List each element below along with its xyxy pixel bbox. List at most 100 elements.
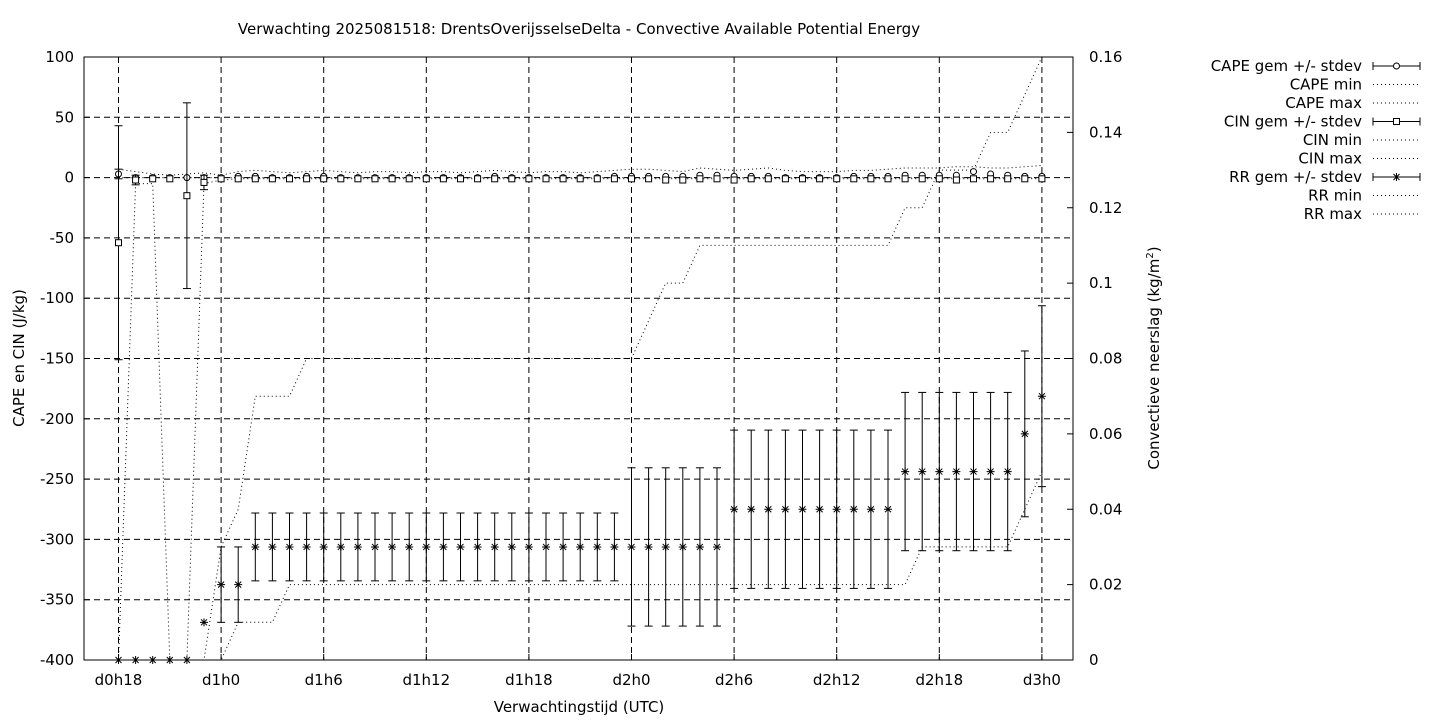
y2-tick-label: 0 bbox=[1089, 651, 1099, 669]
point-rr-gem-stdev bbox=[935, 467, 944, 476]
point-rr-gem-stdev bbox=[901, 467, 910, 476]
series-rr-max-line bbox=[118, 56, 1043, 661]
point-cin-gem-stdev bbox=[166, 175, 174, 183]
point-cin-gem-stdev bbox=[183, 192, 191, 200]
point-cin-gem-stdev bbox=[764, 175, 772, 183]
point-cin-gem-stdev bbox=[303, 175, 311, 183]
y2-axis-label-end: ) bbox=[1145, 246, 1163, 252]
y-tick-label: 100 bbox=[45, 48, 74, 66]
point-cin-gem-stdev bbox=[593, 175, 601, 183]
point-rr-gem-stdev bbox=[182, 656, 191, 664]
point-rr-gem-stdev bbox=[713, 542, 721, 551]
point-cin-gem-stdev bbox=[525, 175, 533, 183]
point-rr-gem-stdev bbox=[969, 467, 978, 476]
point-rr-gem-stdev bbox=[627, 542, 636, 551]
point-cin-gem-stdev bbox=[918, 175, 926, 183]
point-cin-gem-stdev bbox=[474, 175, 482, 183]
point-rr-gem-stdev bbox=[285, 542, 294, 551]
legend-label-cin-gem-stdev: CIN gem +/- stdev bbox=[1224, 113, 1362, 131]
point-rr-gem-stdev bbox=[1037, 392, 1046, 401]
x-axis-label: Verwachtingstijd (UTC) bbox=[494, 698, 665, 716]
point-cin-gem-stdev bbox=[610, 175, 618, 183]
point-rr-gem-stdev bbox=[832, 505, 841, 514]
x-tick-label: d1h6 bbox=[305, 671, 343, 689]
legend-label-cin-max: CIN max bbox=[1298, 150, 1362, 168]
point-cin-gem-stdev bbox=[234, 175, 242, 183]
point-rr-gem-stdev bbox=[456, 542, 465, 551]
legend-marker-cin-gem-stdev bbox=[1393, 118, 1400, 125]
point-cin-gem-stdev bbox=[1021, 175, 1029, 183]
point-rr-gem-stdev bbox=[490, 542, 499, 551]
y2-axis-label: Convectieve neerslag (kg/m2) bbox=[1145, 246, 1163, 469]
point-rr-gem-stdev bbox=[918, 467, 927, 476]
point-rr-gem-stdev bbox=[1020, 429, 1029, 438]
point-rr-gem-stdev bbox=[473, 542, 482, 551]
y-tick-label: -150 bbox=[40, 350, 74, 368]
point-rr-gem-stdev bbox=[388, 542, 397, 551]
point-cin-gem-stdev bbox=[662, 176, 670, 184]
point-cin-gem-stdev bbox=[576, 175, 584, 183]
y-tick-label: -50 bbox=[50, 229, 75, 247]
point-rr-gem-stdev bbox=[610, 542, 619, 551]
grid bbox=[84, 57, 1073, 660]
point-cin-gem-stdev bbox=[730, 176, 738, 184]
point-cin-gem-stdev bbox=[371, 175, 379, 183]
point-cin-gem-stdev bbox=[286, 175, 293, 183]
x-tick-label: d2h0 bbox=[612, 671, 650, 689]
point-cin-gem-stdev bbox=[200, 178, 208, 186]
point-cin-gem-stdev bbox=[422, 175, 430, 183]
point-cin-gem-stdev bbox=[901, 175, 909, 183]
x-tick-label: d0h18 bbox=[95, 671, 143, 689]
y-tick-label: -200 bbox=[40, 410, 74, 428]
point-cin-gem-stdev bbox=[952, 176, 960, 184]
legend-marker-cape-gem-stdev bbox=[1393, 62, 1400, 70]
point-rr-gem-stdev bbox=[695, 542, 704, 551]
point-cin-gem-stdev bbox=[1038, 175, 1046, 183]
point-cin-gem-stdev bbox=[884, 175, 892, 183]
y2-axis-label-sup: 2 bbox=[1145, 252, 1156, 258]
point-rr-gem-stdev bbox=[200, 618, 208, 627]
point-cin-gem-stdev bbox=[935, 175, 943, 183]
point-rr-gem-stdev bbox=[165, 656, 174, 664]
chart-title: Verwachting 2025081518: DrentsOverijssel… bbox=[238, 20, 920, 38]
x-tick-label: d2h12 bbox=[813, 671, 861, 689]
point-rr-gem-stdev bbox=[524, 542, 533, 551]
legend-label-rr-gem-stdev: RR gem +/- stdev bbox=[1229, 168, 1362, 186]
point-cin-gem-stdev bbox=[337, 175, 345, 183]
y2-tick-label: 0.04 bbox=[1089, 500, 1122, 518]
point-rr-gem-stdev bbox=[678, 542, 687, 551]
y-tick-label: -100 bbox=[40, 289, 74, 307]
point-rr-gem-stdev bbox=[251, 542, 260, 551]
point-cin-gem-stdev bbox=[1004, 175, 1012, 183]
point-rr-gem-stdev bbox=[319, 542, 328, 551]
point-cin-gem-stdev bbox=[354, 175, 362, 183]
point-rr-gem-stdev bbox=[747, 505, 756, 514]
y2-tick-label: 0.08 bbox=[1089, 350, 1122, 368]
x-tick-label: d1h0 bbox=[202, 671, 240, 689]
point-cin-gem-stdev bbox=[439, 175, 447, 183]
point-cin-gem-stdev bbox=[268, 175, 276, 183]
point-rr-gem-stdev bbox=[439, 542, 448, 551]
legend-label-cape-min: CAPE min bbox=[1290, 76, 1362, 94]
point-cin-gem-stdev bbox=[747, 175, 755, 183]
point-cin-gem-stdev bbox=[115, 239, 122, 247]
point-rr-gem-stdev bbox=[371, 542, 379, 551]
point-rr-gem-stdev bbox=[798, 505, 807, 514]
point-cin-gem-stdev bbox=[713, 175, 721, 183]
point-cin-gem-stdev bbox=[696, 175, 704, 183]
point-rr-gem-stdev bbox=[815, 505, 824, 514]
point-cin-gem-stdev bbox=[388, 175, 396, 183]
series-cape-max-line bbox=[118, 165, 1042, 176]
y2-tick-label: 0.02 bbox=[1089, 576, 1122, 594]
point-rr-gem-stdev bbox=[661, 542, 670, 551]
point-cin-gem-stdev bbox=[217, 175, 225, 183]
point-rr-gem-stdev bbox=[268, 542, 277, 551]
point-cin-gem-stdev bbox=[645, 175, 653, 183]
point-rr-gem-stdev bbox=[764, 505, 773, 514]
point-rr-gem-stdev bbox=[507, 542, 516, 551]
series-marks bbox=[114, 102, 1046, 664]
y-tick-label: -250 bbox=[40, 470, 74, 488]
x-tick-label: d3h0 bbox=[1023, 671, 1061, 689]
